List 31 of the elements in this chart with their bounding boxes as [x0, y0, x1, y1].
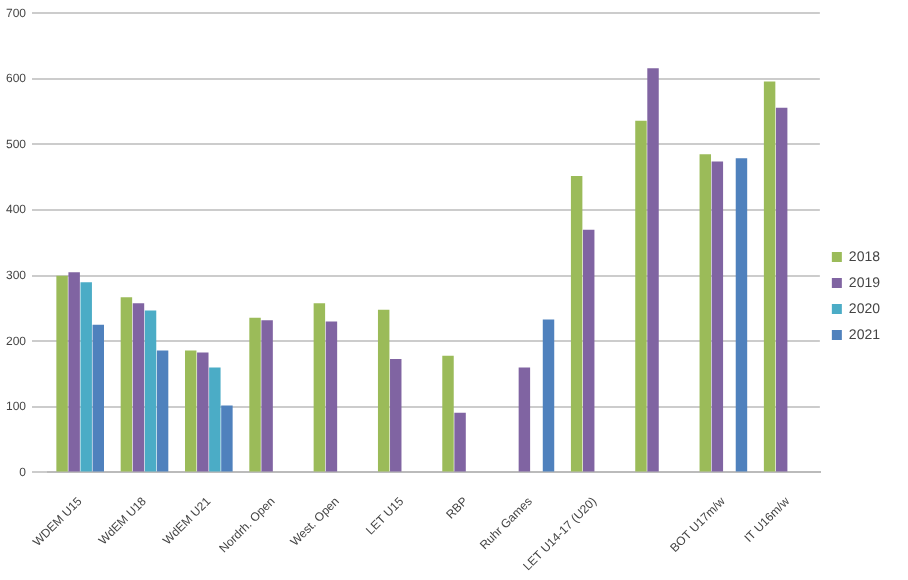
bar [132, 303, 145, 472]
bar [454, 412, 466, 472]
bar [763, 81, 776, 472]
bar [325, 321, 338, 472]
bar [390, 358, 402, 472]
bar [156, 350, 169, 472]
bar [209, 367, 221, 472]
bar [377, 309, 390, 472]
bar [197, 352, 209, 472]
bar [56, 275, 68, 472]
bar [542, 319, 555, 472]
bar [635, 120, 647, 472]
bar [518, 367, 531, 472]
bar [647, 68, 659, 472]
bar [711, 161, 724, 472]
bar [313, 303, 326, 472]
bar [92, 324, 104, 472]
bar [570, 175, 583, 472]
bar [144, 310, 157, 472]
bar [442, 355, 454, 472]
bar [735, 158, 748, 472]
bar [699, 154, 712, 472]
bar [221, 405, 233, 472]
bar [68, 272, 80, 472]
bar [582, 229, 595, 472]
bar [261, 320, 273, 472]
bar [185, 350, 197, 472]
bar [249, 317, 261, 472]
bar [120, 297, 133, 472]
bar [80, 282, 92, 472]
bar [775, 107, 788, 472]
